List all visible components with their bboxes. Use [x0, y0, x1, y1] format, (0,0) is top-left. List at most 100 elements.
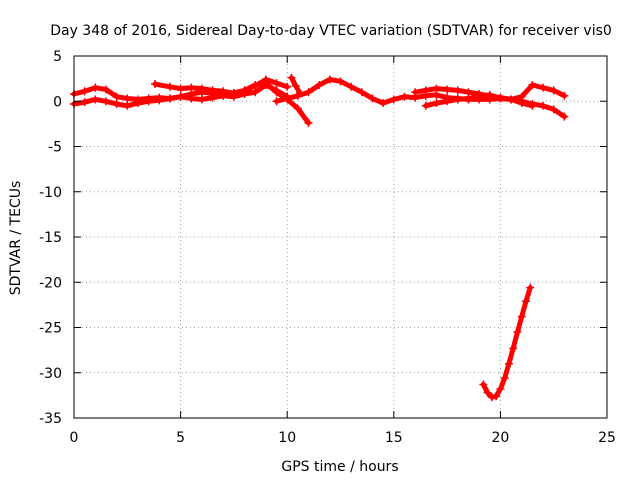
data-point — [400, 92, 409, 101]
data-point — [560, 91, 569, 100]
data-point — [500, 374, 509, 383]
x-tick-label: 0 — [70, 430, 79, 446]
y-tick-label: -15 — [39, 230, 62, 246]
data-point — [379, 99, 388, 108]
data-point — [357, 88, 366, 97]
data-point — [517, 92, 526, 101]
data-point — [133, 99, 142, 108]
data-point — [91, 95, 100, 104]
data-point — [528, 101, 537, 110]
y-tick-label: -25 — [39, 321, 62, 337]
series-arc-d — [272, 75, 569, 121]
data-point — [112, 99, 121, 108]
data-point — [526, 283, 535, 292]
data-point — [504, 359, 513, 368]
data-point — [315, 80, 324, 89]
y-tick-label: -20 — [39, 275, 62, 291]
data-point — [513, 328, 522, 337]
data-point — [549, 105, 558, 114]
data-point — [432, 99, 441, 108]
data-point — [539, 101, 548, 110]
data-point — [453, 95, 462, 104]
data-point — [219, 87, 228, 96]
data-point — [176, 84, 185, 93]
y-tick-label: -10 — [39, 185, 62, 201]
data-point — [293, 104, 302, 113]
data-point — [443, 97, 452, 106]
data-point — [229, 89, 238, 98]
data-point — [539, 83, 548, 92]
data-point — [291, 81, 300, 90]
data-point — [304, 88, 313, 97]
x-tick-label: 25 — [598, 430, 616, 446]
y-tick-label: 0 — [53, 94, 62, 110]
data-point — [421, 86, 430, 95]
data-point — [479, 380, 488, 389]
data-point — [272, 79, 281, 88]
data-point — [283, 94, 292, 103]
data-point — [272, 86, 281, 95]
data-point — [485, 90, 494, 99]
data-layer — [70, 73, 569, 402]
plot-frame — [73, 55, 608, 419]
data-point — [475, 92, 484, 101]
chart-title: Day 348 of 2016, Sidereal Day-to-day VTE… — [50, 23, 612, 39]
data-point — [91, 83, 100, 92]
data-point — [123, 94, 132, 103]
data-point — [411, 88, 420, 97]
tick-layer: 0 5 10 15 20 25 5 0 -5 -10 -15 -20 -25 -30 -35 — [39, 49, 616, 446]
series-trace — [480, 285, 533, 400]
data-point — [487, 393, 496, 402]
x-axis-label: GPS time / hours — [281, 459, 398, 475]
data-point — [483, 388, 492, 397]
data-point — [443, 85, 452, 94]
data-point — [453, 86, 462, 95]
data-point — [517, 312, 526, 321]
data-point — [261, 75, 270, 84]
data-point — [560, 112, 569, 121]
data-point — [151, 80, 160, 89]
series-arc-e — [287, 73, 304, 98]
data-point — [155, 96, 164, 105]
y-tick-label: 5 — [53, 49, 62, 65]
data-point — [165, 94, 174, 103]
y-tick-label: -30 — [39, 366, 62, 382]
grid-layer — [74, 56, 607, 418]
data-point — [165, 82, 174, 91]
data-point — [287, 73, 296, 82]
data-point — [197, 84, 206, 93]
data-point — [492, 392, 501, 401]
data-point — [336, 77, 345, 86]
data-point — [347, 82, 356, 91]
data-point — [507, 95, 516, 104]
data-point — [325, 75, 334, 84]
data-point — [208, 86, 217, 95]
data-point — [496, 385, 505, 394]
y-tick-label: -5 — [48, 140, 62, 156]
data-point — [187, 94, 196, 103]
data-point — [208, 93, 217, 102]
data-point — [144, 97, 153, 106]
data-point — [389, 95, 398, 104]
data-point — [432, 84, 441, 93]
data-point — [528, 80, 537, 89]
series-arc-h — [479, 283, 535, 402]
data-point — [240, 86, 249, 95]
data-point — [187, 83, 196, 92]
data-point — [421, 101, 430, 110]
data-point — [509, 344, 518, 353]
x-tick-label: 5 — [176, 430, 185, 446]
data-point — [521, 297, 530, 306]
data-point — [251, 81, 260, 90]
data-point — [295, 89, 304, 98]
data-point — [368, 94, 377, 103]
series-arc-c — [151, 75, 292, 98]
data-point — [549, 86, 558, 95]
data-point — [283, 82, 292, 91]
data-point — [304, 118, 313, 127]
data-point — [272, 97, 281, 106]
data-point — [80, 87, 89, 96]
data-point — [464, 94, 473, 103]
data-point — [176, 92, 185, 101]
